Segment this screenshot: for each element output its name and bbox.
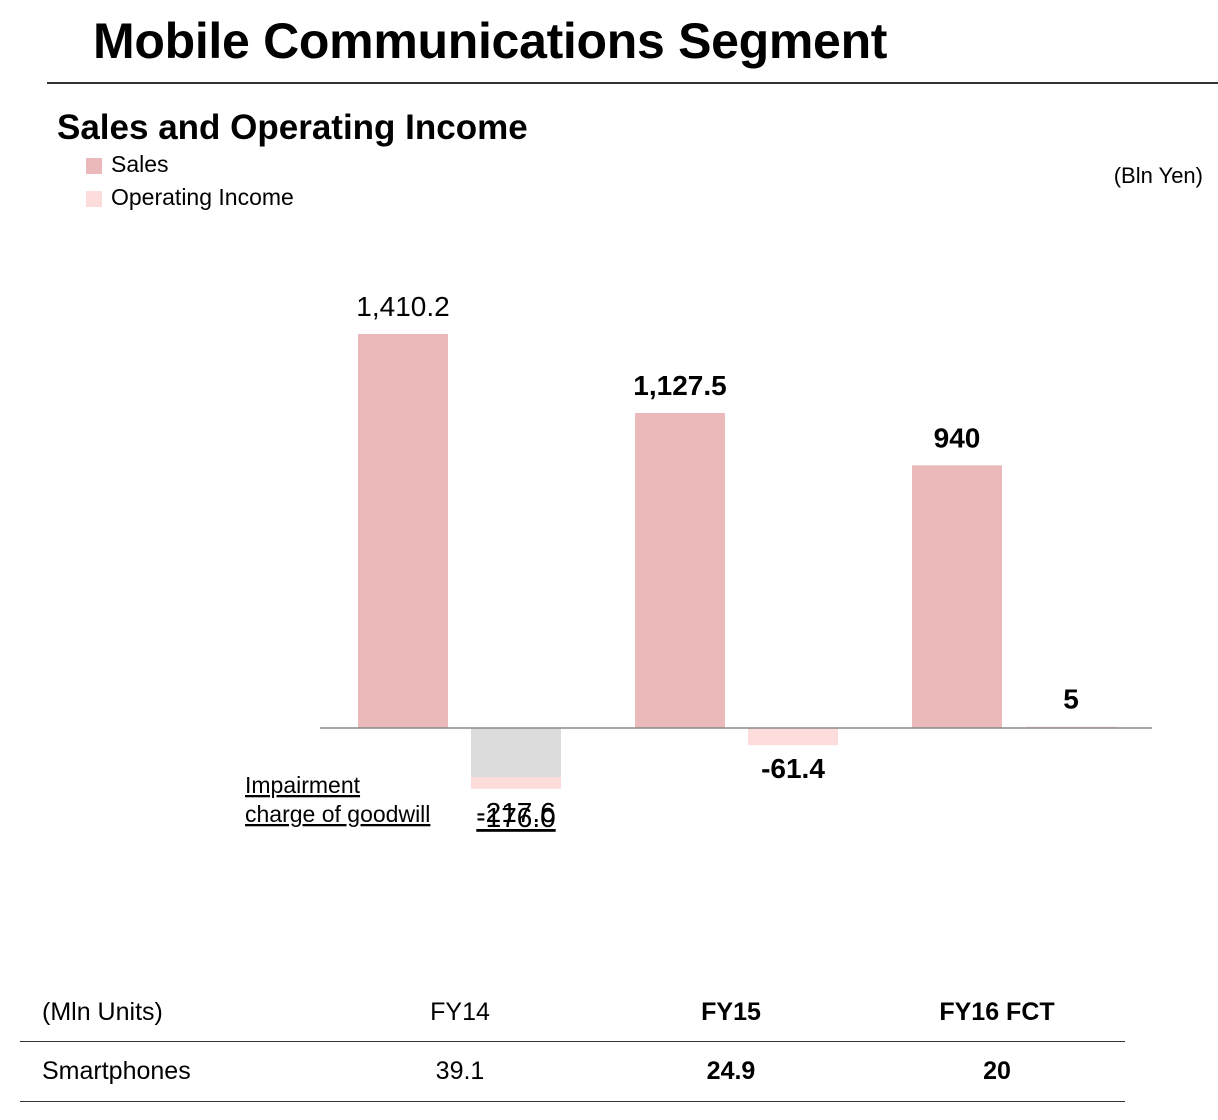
legend-swatch-sales [86,158,102,174]
table-header-divider [20,1041,1125,1042]
legend-label-operating-income: Operating Income [111,184,294,210]
table-row-label: Smartphones [42,1057,191,1085]
table-bottom-divider [20,1101,1125,1102]
data-label-operating-income: -61.4 [761,753,825,784]
table-cell: 39.1 [435,1057,485,1085]
table-col-header: FY16 FCT [939,998,1055,1026]
unit-label: (Bln Yen) [1113,163,1203,188]
table-col-header: FY15 [701,998,761,1026]
annotation-text: Impairment [245,772,361,798]
table-cell: 24.9 [706,1057,756,1085]
bar-impairment-segment [471,728,561,778]
bar-chart: 1,410.2 1,127.5 940 -217.6 -61.4 5 Impairment c… [245,291,1152,833]
annotation-text: charge of goodwill [245,801,430,827]
data-label-sales: 1,127.5 [633,370,726,401]
page-title: Mobile Communications Segment [93,13,888,69]
chart-title: Sales and Operating Income [57,108,528,147]
table-cell: 20 [983,1057,1011,1085]
annotation-value-label: -176.0 [476,802,555,833]
legend-label-sales: Sales [111,151,169,177]
table-col-header: FY14 [430,998,490,1026]
bar-operating-income [748,728,838,746]
data-label-operating-income: 5 [1063,684,1079,715]
bar-sales [635,412,725,728]
legend-swatch-operating-income [86,191,102,207]
data-label-operating-income: -217.6 [476,797,555,828]
title-divider [47,82,1218,84]
table-row: Smartphones 39.1 24.9 20 [0,1057,1218,1097]
table-header-row: (Mln Units) FY14 FY15 FY16 FCT [0,998,1218,1038]
bar-sales [912,465,1002,728]
data-label-sales: 1,410.2 [356,291,449,322]
bar-sales [358,334,448,728]
data-label-sales: 940 [934,422,981,453]
table-unit-label: (Mln Units) [42,998,163,1026]
